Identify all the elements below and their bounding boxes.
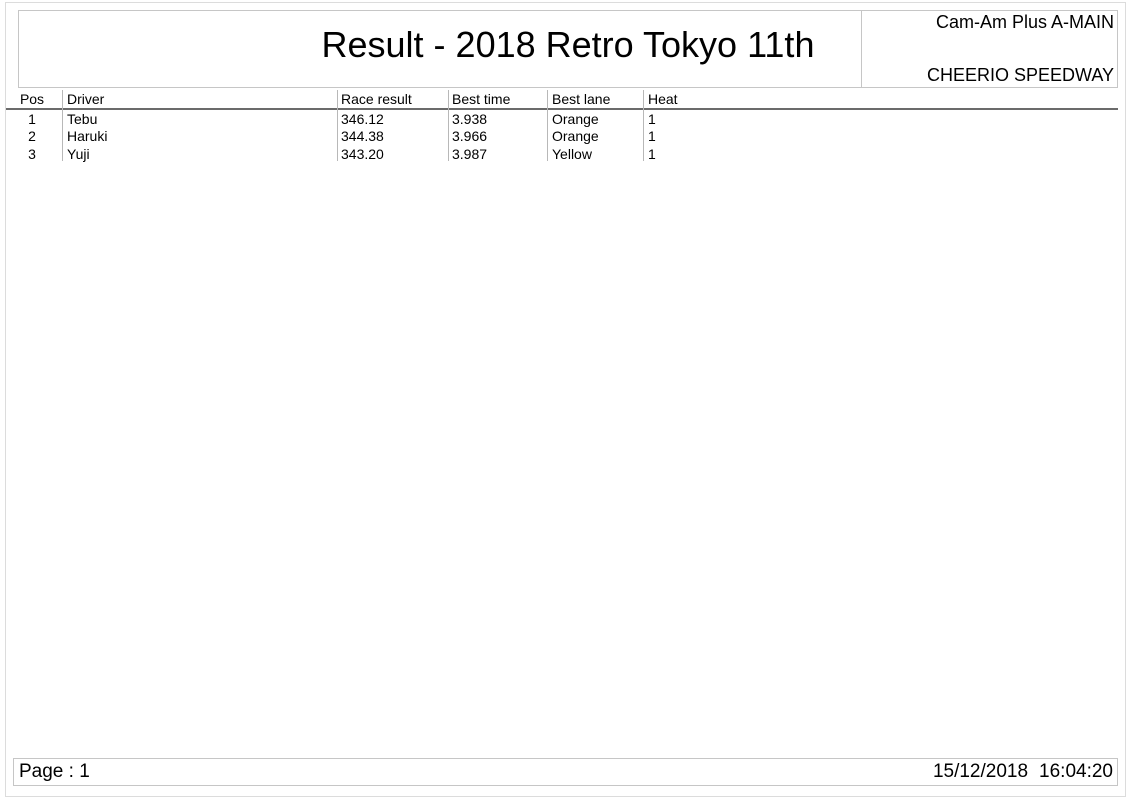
race-result-cell: 344.38 xyxy=(341,128,384,144)
track-name: CHEERIO SPEEDWAY xyxy=(926,65,1114,85)
class-name: Cam-Am Plus A-MAIN xyxy=(935,12,1114,32)
column-header-best-lane: Best lane xyxy=(552,91,611,107)
best-lane-cell: Orange xyxy=(552,111,599,127)
column-separator xyxy=(448,90,449,161)
table-row: 3 Yuji 343.20 3.987 Yellow 1 xyxy=(0,146,1131,163)
table-row: 1 Tebu 346.12 3.938 Orange 1 xyxy=(0,111,1131,128)
column-header-best-time: Best time xyxy=(452,91,511,107)
table-row: 2 Haruki 344.38 3.966 Orange 1 xyxy=(0,128,1131,145)
column-separator xyxy=(643,90,644,161)
report-title: Result - 2018 Retro Tokyo 11th xyxy=(321,24,815,65)
best-lane-cell: Orange xyxy=(552,128,599,144)
heat-cell: 1 xyxy=(648,128,656,144)
column-header-pos: Pos xyxy=(19,91,45,107)
results-table-header: Pos Driver Race result Best time Best la… xyxy=(0,91,1131,108)
column-header-heat: Heat xyxy=(648,91,678,107)
column-separator xyxy=(337,90,338,161)
column-header-race-result: Race result xyxy=(341,91,412,107)
best-time-cell: 3.938 xyxy=(452,111,488,127)
report-time: 16:04:20 xyxy=(1039,761,1113,782)
column-separator xyxy=(62,90,63,161)
race-result-cell: 343.20 xyxy=(341,146,384,162)
event-info-box: Cam-Am Plus A-MAIN CHEERIO SPEEDWAY xyxy=(861,10,1118,88)
column-header-driver: Driver xyxy=(67,91,105,107)
pos-cell: 1 xyxy=(28,111,36,127)
heat-cell: 1 xyxy=(648,111,656,127)
pos-cell: 2 xyxy=(28,128,36,144)
driver-cell: Haruki xyxy=(67,128,108,144)
title-box xyxy=(18,10,861,88)
race-result-cell: 346.12 xyxy=(341,111,384,127)
heat-cell: 1 xyxy=(648,146,656,162)
best-lane-cell: Yellow xyxy=(552,146,592,162)
best-time-cell: 3.987 xyxy=(452,146,488,162)
driver-cell: Tebu xyxy=(67,111,98,127)
header-underline xyxy=(6,108,1118,110)
page-number: Page : 1 xyxy=(19,761,90,782)
timestamp: 15/12/2018 16:04:20 xyxy=(933,761,1113,783)
footer: Page : 1 15/12/2018 16:04:20 xyxy=(13,758,1118,786)
best-time-cell: 3.966 xyxy=(452,128,488,144)
column-separator xyxy=(547,90,548,161)
report-date: 15/12/2018 xyxy=(932,761,1029,782)
page-border xyxy=(5,2,1126,797)
pos-cell: 3 xyxy=(28,146,36,162)
driver-cell: Yuji xyxy=(67,146,90,162)
